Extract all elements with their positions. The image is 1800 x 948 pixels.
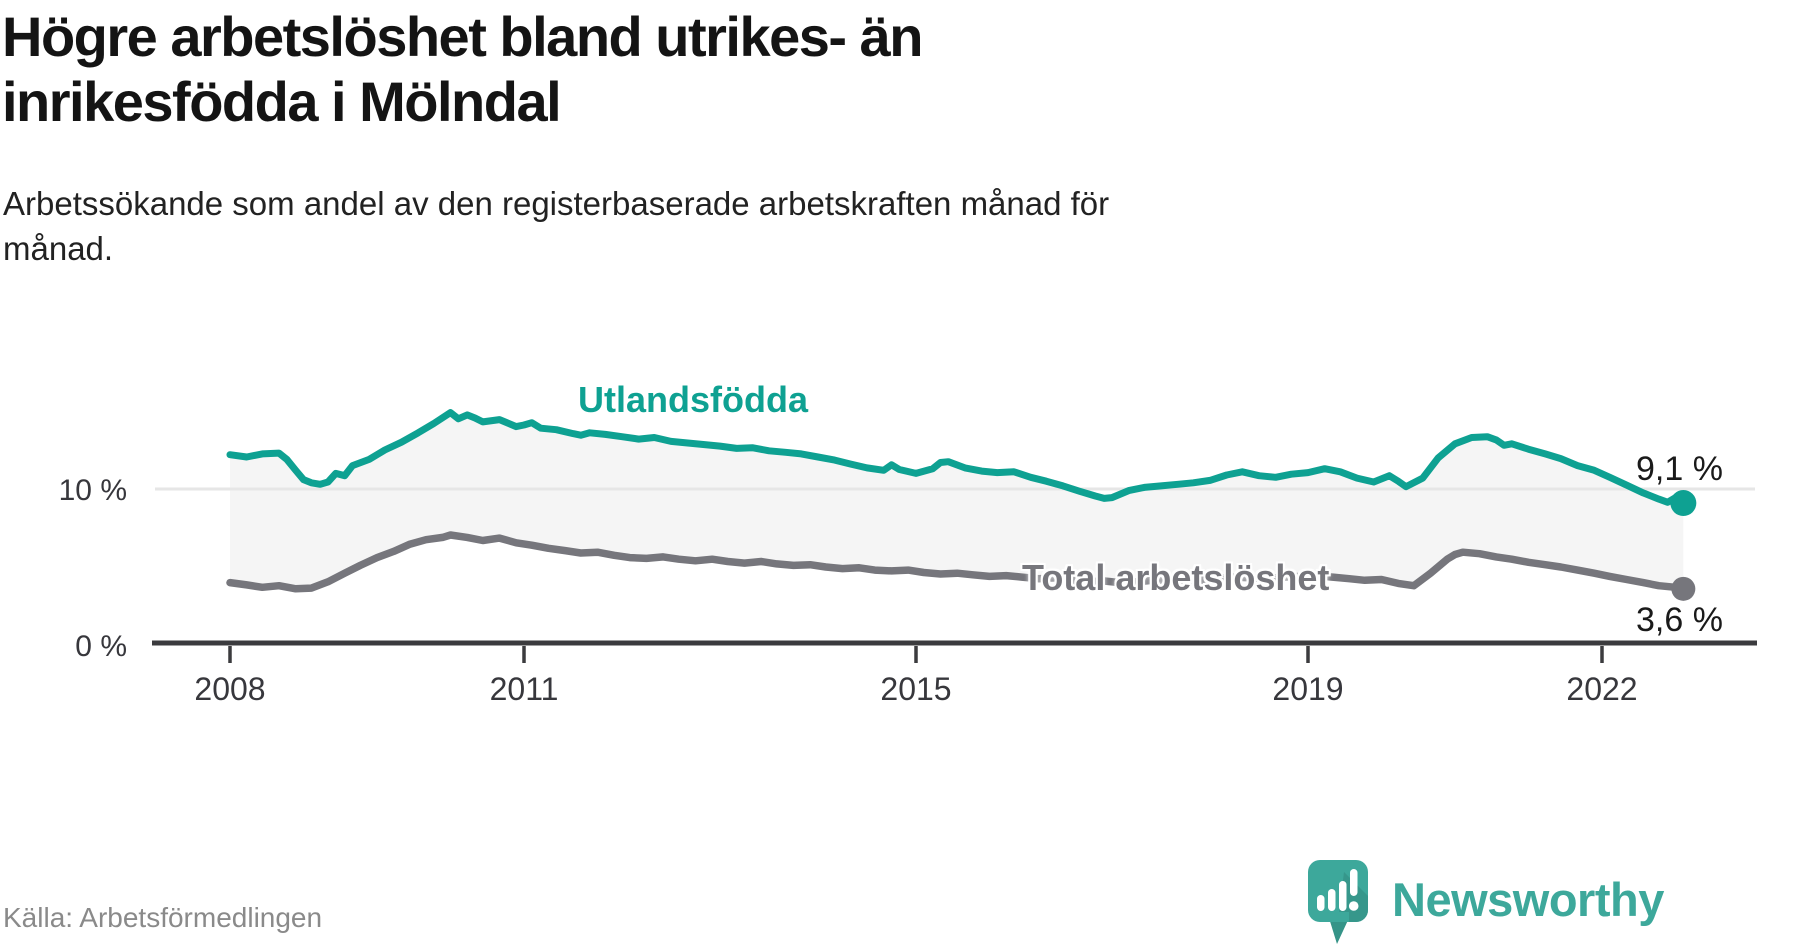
x-tick-label-2019: 2019	[1272, 671, 1343, 707]
end-dot-total	[1671, 576, 1696, 601]
newsworthy-bubble-chart-icon	[1308, 860, 1368, 944]
area-between-series	[230, 412, 1684, 589]
page-title: Högre arbetslöshet bland utrikes- än inr…	[2, 4, 1702, 134]
end-value-label-utlandsfodda: 9,1 %	[1636, 450, 1723, 488]
x-tick-label-2011: 2011	[490, 671, 559, 707]
series-label-total-arbetsloshet: Total arbetslöshet	[1022, 557, 1330, 598]
x-tick-label-2022: 2022	[1566, 671, 1637, 707]
title-line-1: Högre arbetslöshet bland utrikes- än	[2, 5, 923, 68]
subtitle-line-1: Arbetssökande som andel av den registerb…	[3, 185, 1110, 222]
source-attribution: Källa: Arbetsförmedlingen	[3, 902, 323, 933]
end-dot-utlandsfodda	[1670, 490, 1697, 517]
end-value-label-total: 3,6 %	[1636, 601, 1723, 639]
x-tick-label-2015: 2015	[880, 671, 951, 707]
line-total-arbetsloshet	[226, 531, 1688, 593]
newsworthy-wordmark: Newsworthy	[1392, 873, 1664, 926]
series-label-utlandsfodda: Utlandsfödda	[578, 379, 808, 420]
title-line-2: inrikesfödda i Mölndal	[2, 70, 562, 133]
y-tick-label-10: 10 %	[59, 474, 127, 507]
newsworthy-logo: Newsworthy	[1308, 860, 1664, 948]
line-utlandsfodda	[226, 409, 1687, 507]
y-tick-label-0: 0 %	[75, 630, 127, 663]
chart-subtitle: Arbetssökande som andel av den registerb…	[3, 181, 1503, 271]
x-tick-label-2008: 2008	[194, 671, 265, 707]
subtitle-line-2: månad.	[3, 230, 114, 267]
